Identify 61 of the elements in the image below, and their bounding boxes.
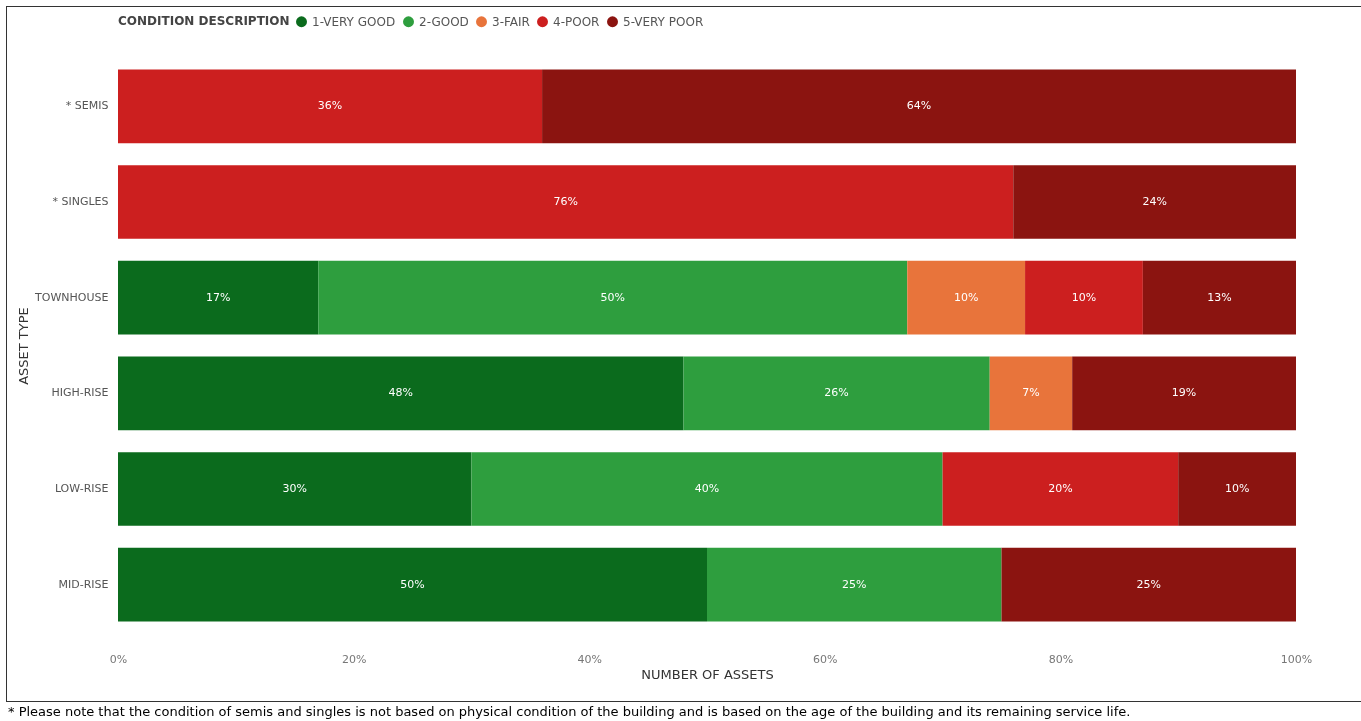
data-label: 48% — [388, 386, 413, 400]
y-tick-label: HIGH-RISE — [51, 386, 109, 400]
data-label: 17% — [205, 290, 231, 304]
bar — [118, 69, 543, 144]
bar — [1142, 260, 1296, 335]
data-label: 20% — [1048, 482, 1073, 496]
bar — [989, 356, 1073, 431]
bar — [1178, 452, 1296, 526]
bar — [942, 452, 1179, 526]
y-tick-label: TOWNHOUSE — [34, 290, 109, 304]
bar — [1013, 165, 1296, 239]
bar — [118, 260, 319, 335]
bar — [907, 260, 1026, 335]
legend-label: 4-POOR — [553, 14, 600, 29]
y-tick-label: * SEMIS — [65, 99, 109, 113]
y-tick-label: * SINGLES — [52, 194, 109, 208]
data-label: 26% — [824, 386, 849, 400]
data-label: 30% — [282, 482, 307, 496]
bar — [318, 260, 908, 335]
bar — [471, 452, 943, 526]
bar — [118, 356, 684, 431]
x-tick-label: 20% — [341, 652, 367, 666]
data-label: 25% — [1136, 577, 1161, 591]
data-label: 76% — [553, 194, 578, 208]
data-label: 25% — [842, 577, 867, 591]
data-label: 10% — [1224, 482, 1250, 496]
legend-title: CONDITION DESCRIPTION — [118, 14, 290, 28]
x-tick-label: 0% — [109, 652, 128, 666]
bar — [118, 452, 472, 526]
legend-label: 1-VERY GOOD — [312, 14, 396, 29]
y-tick-label: MID-RISE — [58, 577, 109, 591]
x-tick-label: 80% — [1048, 652, 1074, 666]
y-axis-title: ASSET TYPE — [16, 307, 32, 385]
data-label: 13% — [1207, 290, 1232, 304]
y-tick-label: LOW-RISE — [54, 482, 109, 496]
legend-label: 5-VERY POOR — [623, 14, 704, 29]
x-tick-label: 100% — [1280, 652, 1313, 666]
x-tick-label: 40% — [577, 652, 602, 666]
text: * Please note that the condition of semis and singles is not based on physical condition of the building and is based on the age of the building and its remaining service life. — [8, 704, 1132, 719]
bar — [1025, 260, 1143, 335]
data-label: 10% — [1071, 290, 1097, 304]
data-label: 7% — [1022, 386, 1040, 400]
x-axis-title: NUMBER OF ASSETS — [641, 666, 774, 682]
data-label: 36% — [317, 99, 343, 113]
data-label: 50% — [600, 290, 625, 304]
bar — [707, 547, 1002, 622]
data-label: 24% — [1142, 194, 1167, 208]
legend-label: 3-FAIR — [492, 14, 530, 29]
data-label: 19% — [1171, 386, 1197, 400]
legend-label: 2-GOOD — [419, 14, 469, 29]
data-label: 40% — [694, 482, 720, 496]
bar — [118, 165, 1014, 239]
bar — [542, 69, 1296, 144]
bar — [683, 356, 990, 431]
bar — [118, 547, 707, 622]
data-label: 64% — [906, 99, 932, 113]
data-label: 10% — [953, 290, 979, 304]
bar — [1072, 356, 1296, 431]
data-label: 50% — [400, 577, 425, 591]
x-tick-label: 60% — [813, 652, 838, 666]
bar — [1001, 547, 1296, 622]
